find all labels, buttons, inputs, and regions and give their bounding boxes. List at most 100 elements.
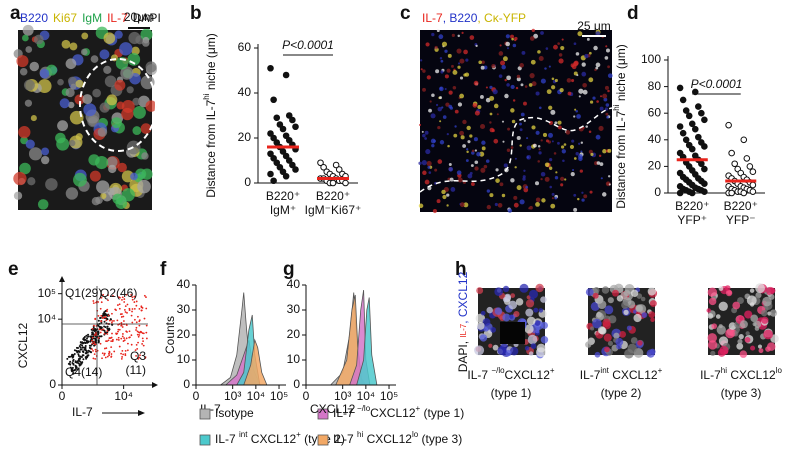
y-tick-label: 10 — [287, 352, 301, 366]
cell — [483, 164, 488, 169]
cell — [104, 75, 117, 88]
cell — [524, 85, 528, 88]
event — [111, 332, 113, 335]
annotation: P<0.0001 — [282, 38, 334, 52]
cell — [142, 39, 150, 47]
event — [106, 310, 108, 313]
cell — [106, 94, 118, 106]
cell — [602, 93, 608, 99]
cell — [529, 205, 533, 210]
cell — [106, 156, 118, 168]
cell — [39, 68, 50, 79]
event — [89, 344, 92, 347]
panel-letter: e — [8, 259, 19, 280]
cell — [706, 308, 712, 313]
quadrant-label: Q1(29) — [65, 286, 102, 300]
event — [98, 335, 101, 338]
event — [117, 339, 120, 341]
y-axis-label: CXCL12 — [16, 322, 30, 368]
cell — [627, 343, 637, 354]
event — [128, 309, 131, 311]
text-part: hi — [202, 93, 211, 99]
cell — [593, 287, 600, 294]
cell — [453, 133, 458, 138]
cell — [540, 296, 547, 303]
cell — [585, 125, 588, 128]
event — [93, 324, 95, 327]
legend-swatch — [317, 434, 329, 446]
marker-label: , B220 — [443, 11, 478, 25]
event — [141, 343, 144, 345]
event — [144, 357, 147, 359]
x-tick-label: 10⁴ — [114, 389, 133, 403]
event — [94, 350, 97, 353]
cell — [607, 73, 613, 79]
cell — [541, 198, 546, 203]
cell — [489, 112, 493, 116]
event — [143, 294, 146, 297]
cell — [474, 149, 477, 152]
y-axis-label: Counts — [163, 316, 177, 354]
event — [91, 342, 94, 345]
event — [137, 335, 140, 338]
data-point — [292, 123, 299, 131]
event — [138, 307, 141, 310]
arrow — [138, 410, 145, 416]
event — [140, 309, 143, 312]
y-axis-label: Distance from IL-7hi niche (μm) — [202, 33, 218, 198]
cell — [480, 65, 485, 70]
event — [123, 298, 126, 300]
cell — [605, 103, 610, 107]
event — [106, 317, 109, 320]
event — [122, 340, 125, 342]
event — [72, 363, 75, 366]
event — [82, 358, 85, 361]
cell — [120, 66, 134, 80]
cell — [718, 324, 723, 329]
cell — [623, 289, 631, 297]
event — [99, 335, 102, 338]
cell — [424, 137, 428, 140]
cell — [506, 83, 510, 87]
event — [121, 356, 123, 358]
cell — [599, 327, 607, 335]
cell — [510, 84, 515, 90]
cell — [25, 139, 35, 149]
cell — [612, 289, 619, 297]
cell — [590, 326, 595, 331]
y-tick-label: 20 — [238, 130, 252, 144]
event — [126, 303, 129, 306]
cell — [514, 39, 517, 42]
cell — [560, 183, 564, 187]
cell — [535, 130, 540, 135]
cell — [548, 166, 553, 170]
cell — [114, 79, 126, 91]
event — [133, 318, 136, 321]
cell — [508, 300, 518, 310]
cell — [100, 192, 107, 200]
event — [145, 337, 148, 340]
event — [121, 298, 123, 301]
cell — [431, 32, 435, 37]
cell — [436, 199, 441, 204]
cell — [740, 320, 748, 329]
text-part: CXCL12 — [609, 368, 658, 382]
event — [74, 360, 77, 363]
cell — [763, 329, 773, 340]
event — [124, 353, 127, 355]
text-part: CXCL12 — [363, 432, 412, 446]
cell — [545, 47, 549, 50]
event — [84, 349, 87, 352]
cell — [506, 148, 511, 152]
data-point — [292, 166, 299, 173]
cell — [74, 94, 85, 105]
cell — [547, 132, 554, 138]
cell — [493, 103, 499, 109]
event — [145, 307, 148, 310]
cell — [549, 158, 553, 162]
cell — [519, 128, 523, 132]
cell — [485, 86, 488, 89]
cell — [637, 340, 643, 346]
event — [70, 370, 73, 373]
data-point — [701, 188, 708, 195]
